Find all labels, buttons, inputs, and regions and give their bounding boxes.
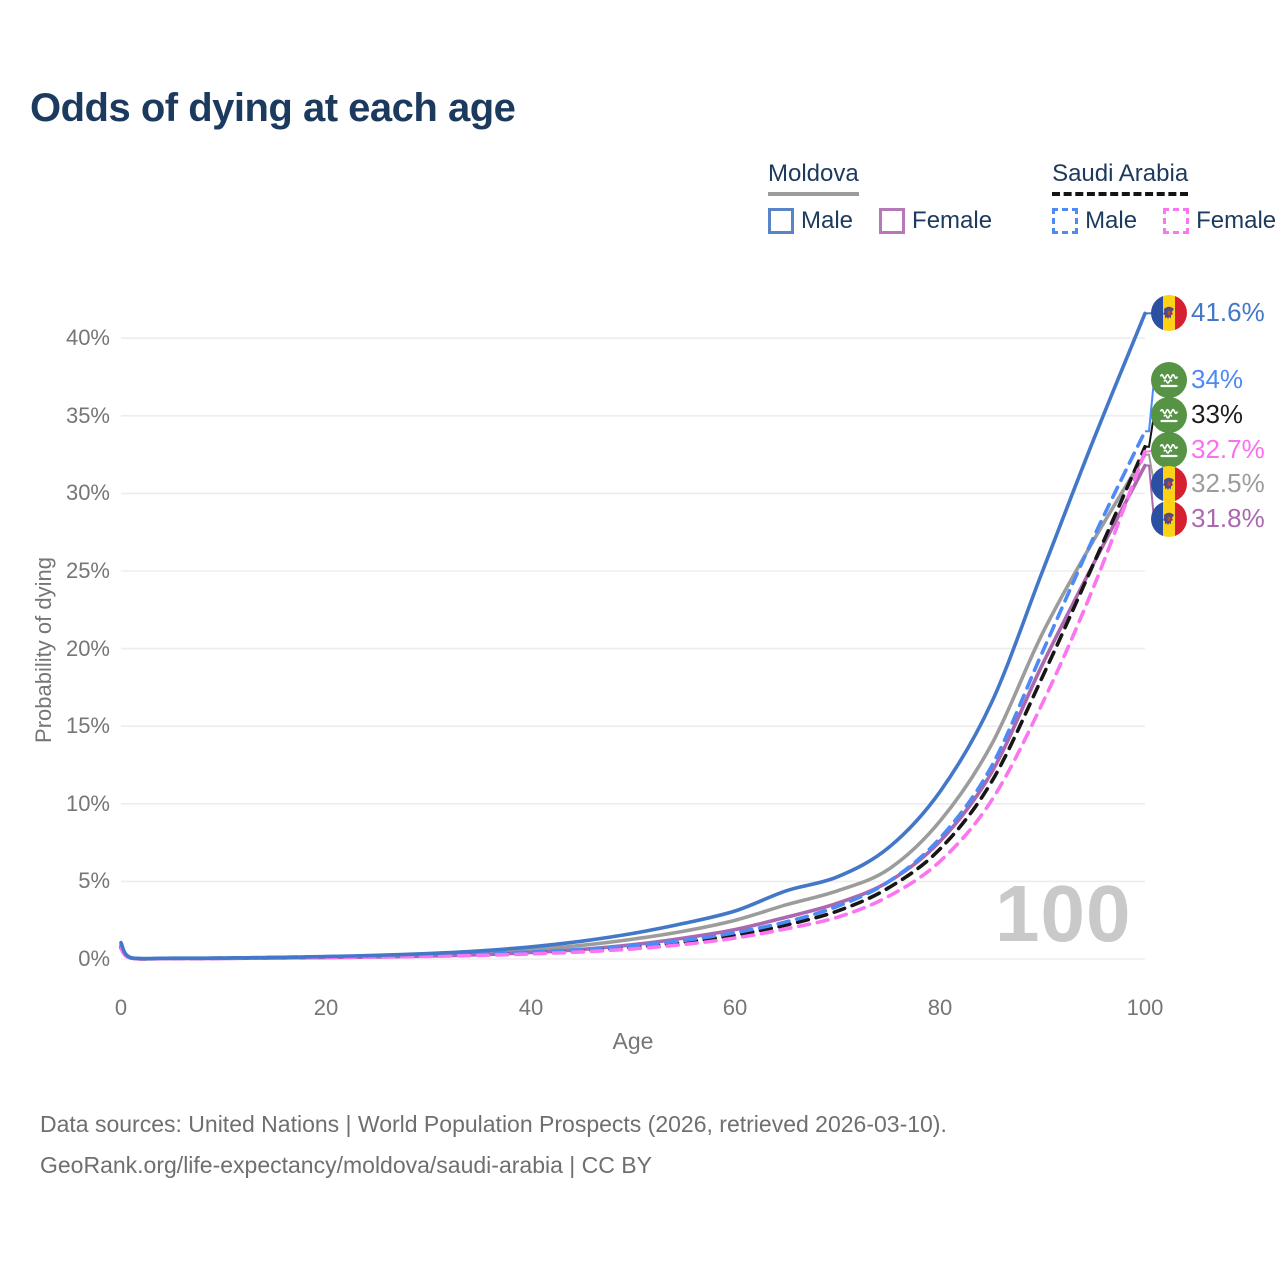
y-tick-label: 20% xyxy=(65,636,110,661)
legend-item-label: Female xyxy=(912,207,993,234)
end-label: 32.7% xyxy=(1191,434,1265,464)
legend-group-moldova: Moldova Male Female xyxy=(768,160,992,235)
moldova-flag-icon xyxy=(1151,501,1187,537)
moldova-female-swatch-icon xyxy=(879,208,906,234)
legend-item-label: Female xyxy=(1196,207,1277,234)
series-line-saudi-arabia-male xyxy=(119,429,1147,961)
y-tick-label: 5% xyxy=(78,868,110,893)
series-line-moldova-female xyxy=(119,463,1147,961)
moldova-male-swatch-icon xyxy=(768,208,794,234)
saudi-flag-icon xyxy=(1151,397,1187,433)
moldova-flag-icon xyxy=(1151,295,1187,331)
data-sources-line2: GeoRank.org/life-expectancy/moldova/saud… xyxy=(40,1152,652,1178)
y-tick-label: 35% xyxy=(65,403,110,428)
gridlines xyxy=(121,337,1145,960)
y-tick-label: 15% xyxy=(65,713,110,738)
end-label: 41.6% xyxy=(1191,297,1265,327)
x-tick-label: 40 xyxy=(518,995,544,1020)
end-annotations xyxy=(1145,295,1187,537)
end-label: 32.5% xyxy=(1191,468,1265,498)
y-tick-label: 30% xyxy=(65,480,110,505)
end-label: 33% xyxy=(1191,399,1244,429)
y-tick-label: 0% xyxy=(78,946,110,971)
x-tick-label: 20 xyxy=(313,995,339,1020)
end-label: 31.8% xyxy=(1191,503,1265,533)
series-line-saudi-arabia-female xyxy=(119,449,1147,961)
legend-country-moldova[interactable]: Moldova xyxy=(768,160,859,196)
saudi-flag-icon xyxy=(1151,432,1187,468)
legend-item-moldova-male[interactable]: Male xyxy=(768,207,853,235)
moldova-flag-icon xyxy=(1151,466,1187,502)
x-tick-label: 100 xyxy=(1126,995,1164,1020)
legend-item-moldova-female[interactable]: Female xyxy=(879,207,992,235)
x-tick-label: 80 xyxy=(927,995,953,1020)
legend-country-saudi-arabia[interactable]: Saudi Arabia xyxy=(1052,160,1189,196)
series-lines xyxy=(119,311,1147,961)
saudi-male-swatch-icon xyxy=(1052,208,1079,234)
data-sources-note: Data sources: United Nations | World Pop… xyxy=(40,1104,947,1186)
saudi-female-swatch-icon xyxy=(1163,208,1190,234)
saudi-flag-icon xyxy=(1151,362,1187,398)
data-sources-line1: Data sources: United Nations | World Pop… xyxy=(40,1111,947,1137)
y-tick-label: 10% xyxy=(65,791,110,816)
y-tick-label: 25% xyxy=(65,558,110,583)
legend-item-saudi-female[interactable]: Female xyxy=(1163,207,1276,235)
legend-item-saudi-male[interactable]: Male xyxy=(1052,207,1137,235)
series-line-moldova-male xyxy=(119,311,1147,961)
page-title: Odds of dying at each age xyxy=(30,86,516,130)
x-tick-label: 60 xyxy=(722,995,748,1020)
legend-item-label: Male xyxy=(801,207,854,234)
x-tick-label: 0 xyxy=(114,995,128,1020)
x-axis-title: Age xyxy=(612,1028,654,1054)
y-tick-label: 40% xyxy=(65,325,110,350)
end-label: 34% xyxy=(1191,364,1244,394)
watermark-age-100: 100 xyxy=(995,869,1132,958)
legend-group-saudi-arabia: Saudi Arabia Male Female xyxy=(1052,160,1276,235)
legend: Moldova Male Female Saudi Arabia Male Fe… xyxy=(768,160,1276,235)
legend-item-label: Male xyxy=(1085,207,1138,234)
